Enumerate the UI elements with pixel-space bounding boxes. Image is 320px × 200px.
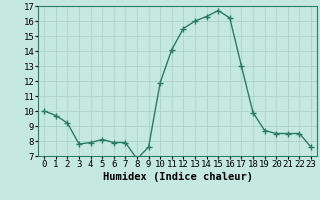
X-axis label: Humidex (Indice chaleur): Humidex (Indice chaleur) [103,172,252,182]
